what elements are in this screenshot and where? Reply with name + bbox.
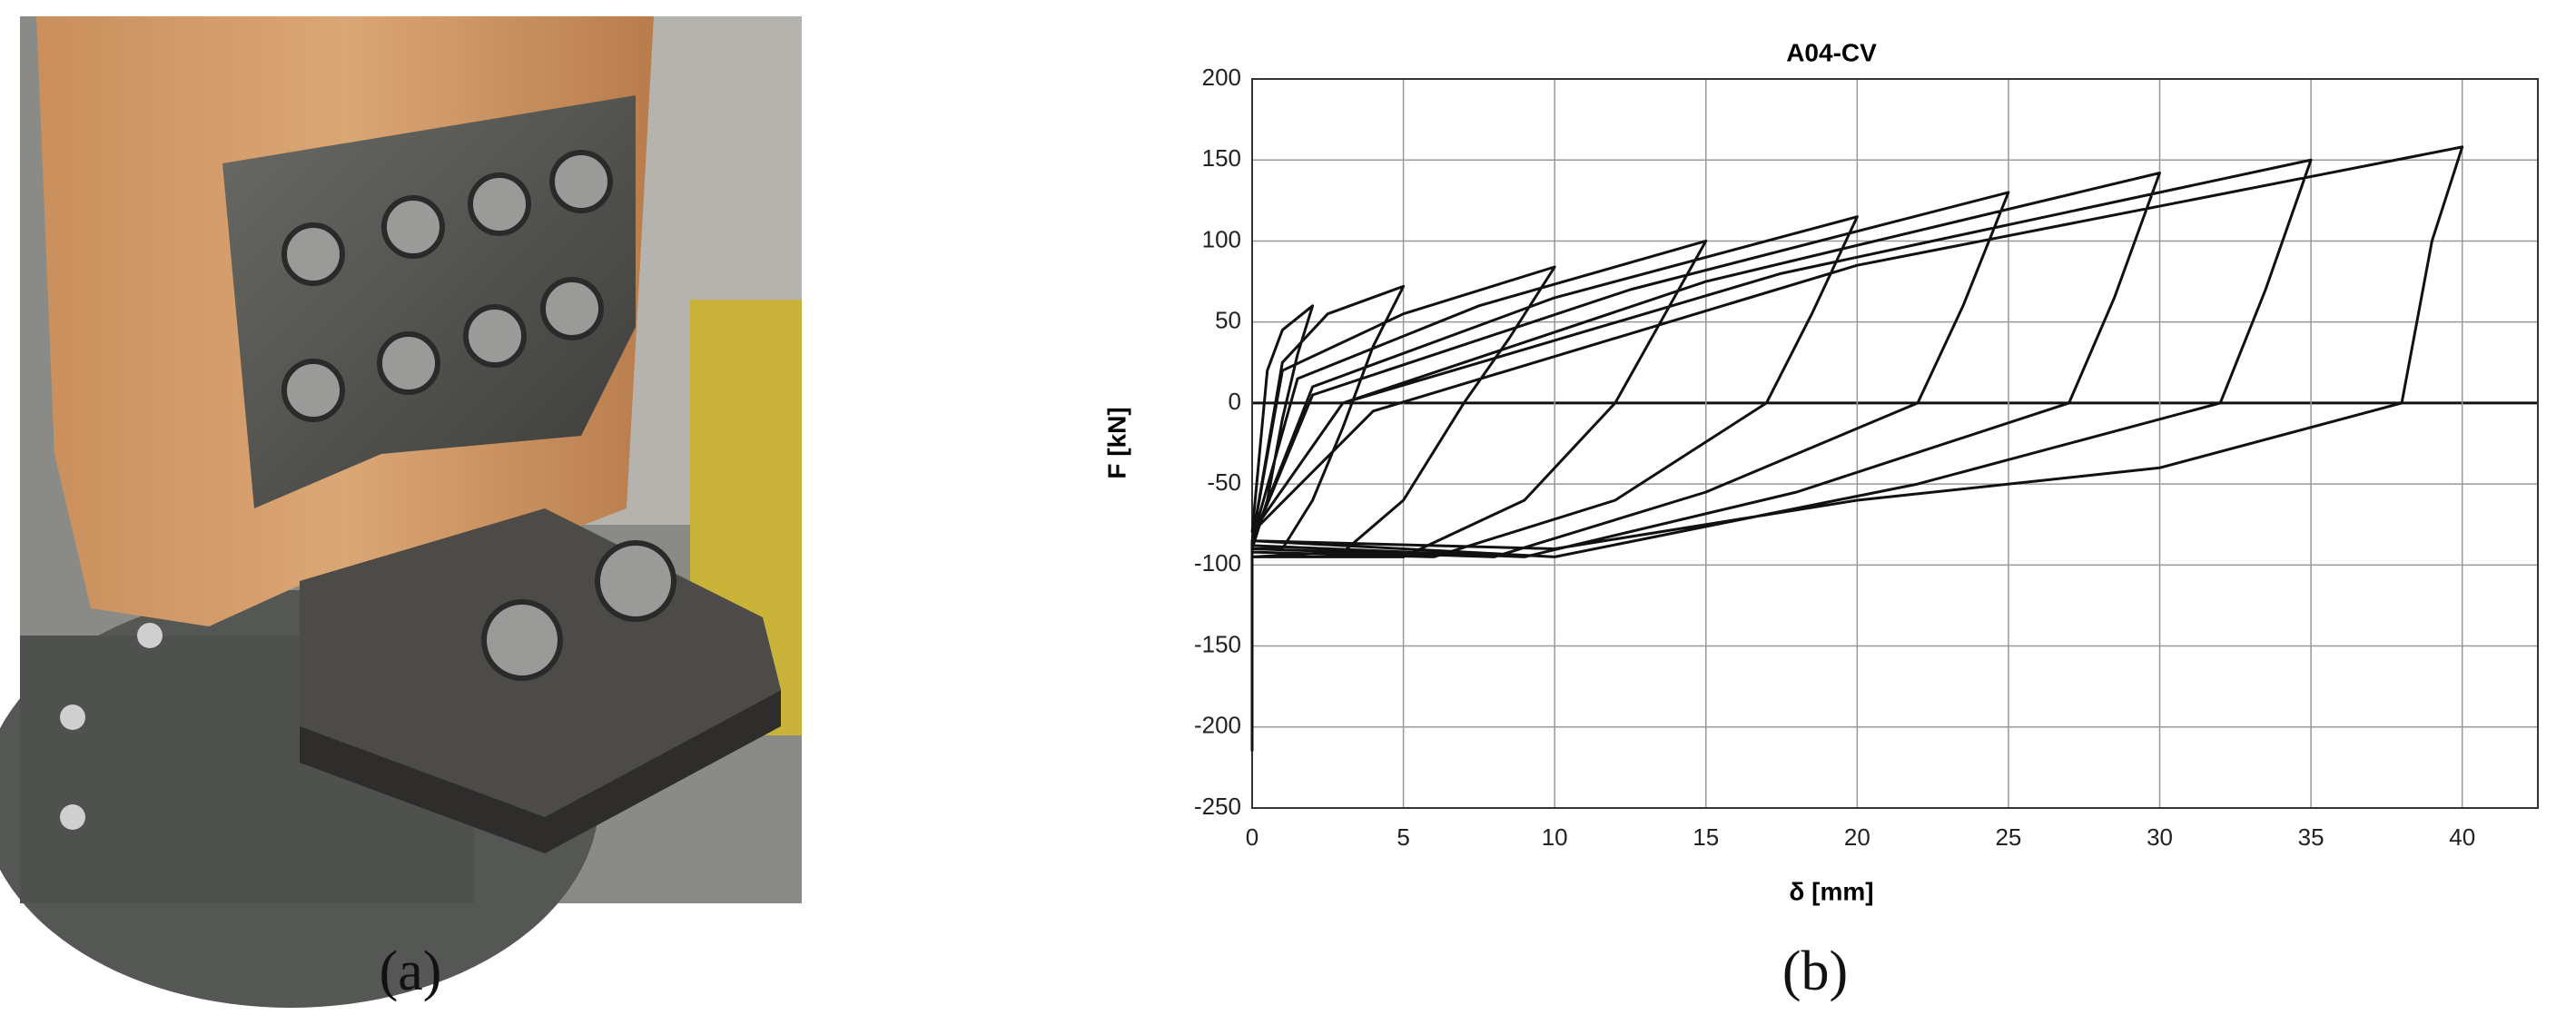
x-tick-label: 40 [2449,823,2475,851]
x-tick-label: 35 [2298,823,2324,851]
y-tick-label: 200 [1202,64,1241,91]
x-tick-label: 25 [1995,823,2021,851]
y-axis-label: F [kN] [1102,407,1130,478]
x-tick-label: 30 [2147,823,2173,851]
y-tick-label: 100 [1202,225,1241,252]
x-tick-label: 10 [1542,823,1568,851]
x-axis-label: δ [mm] [1789,877,1873,905]
y-tick-label: -200 [1194,712,1241,739]
caption: (a) [380,941,442,1002]
y-tick-label: 0 [1229,388,1241,415]
plot-frame [1251,78,2539,809]
x-tick-label: 5 [1397,823,1409,851]
y-tick-label: 50 [1215,307,1241,334]
y-tick-label: 150 [1202,144,1241,172]
y-tick-label: -250 [1194,793,1241,820]
x-tick-label: 20 [1844,823,1870,851]
x-tick-label: 0 [1246,823,1258,851]
y-tick-label: -100 [1194,549,1241,577]
y-tick-label: -150 [1194,630,1241,657]
x-tick-label: 15 [1693,823,1719,851]
y-tick-label: -50 [1207,468,1241,496]
photo [0,16,802,1008]
data-line [1250,145,2464,752]
caption: (b) [1782,941,1848,1002]
plot-area [1252,79,2538,808]
chart-title: A04-CV [1786,38,1877,66]
